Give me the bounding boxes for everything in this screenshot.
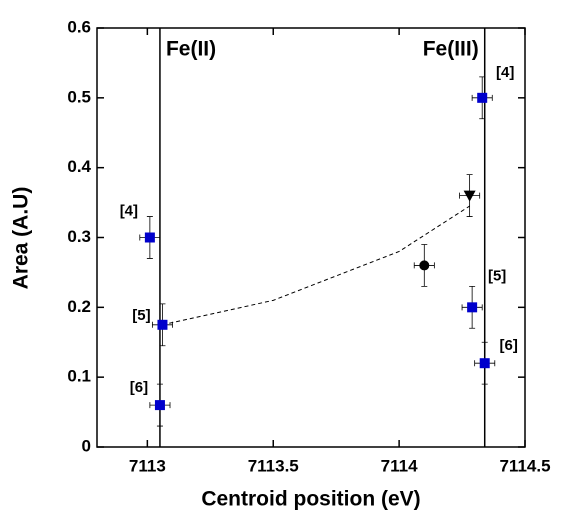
x-tick-label: 7113.5: [248, 456, 299, 475]
x-tick-label: 7114.5: [499, 456, 550, 475]
point: [157, 319, 168, 330]
y-tick-label: 0.3: [67, 227, 91, 246]
x-tick-label: 7113: [129, 456, 166, 475]
y-tick-label: 0.6: [67, 17, 91, 36]
reference-label: Fe(III): [423, 38, 479, 61]
reference-label: Fe(II): [166, 38, 216, 61]
y-axis-label: Area (A.U): [10, 187, 33, 290]
y-tick-label: 0.2: [67, 297, 91, 316]
y-tick-label: 0: [82, 436, 91, 455]
point-label: [4]: [120, 202, 138, 219]
point-label: [4]: [496, 64, 514, 81]
point-label: [6]: [500, 337, 518, 354]
x-tick-label: 7114: [381, 456, 418, 475]
point-label: [5]: [132, 307, 150, 324]
point-label: [5]: [488, 267, 506, 284]
point: [463, 190, 476, 202]
y-tick-label: 0.1: [67, 367, 91, 386]
point: [477, 92, 488, 103]
fit-curve: [162, 205, 470, 326]
point: [144, 232, 155, 243]
point: [467, 302, 478, 313]
point: [419, 260, 430, 271]
point: [154, 400, 165, 411]
point: [479, 358, 490, 369]
point-label: [6]: [130, 379, 148, 396]
y-tick-label: 0.4: [67, 157, 91, 176]
x-axis-label: Centroid position (eV): [201, 488, 420, 511]
y-tick-label: 0.5: [67, 87, 91, 106]
